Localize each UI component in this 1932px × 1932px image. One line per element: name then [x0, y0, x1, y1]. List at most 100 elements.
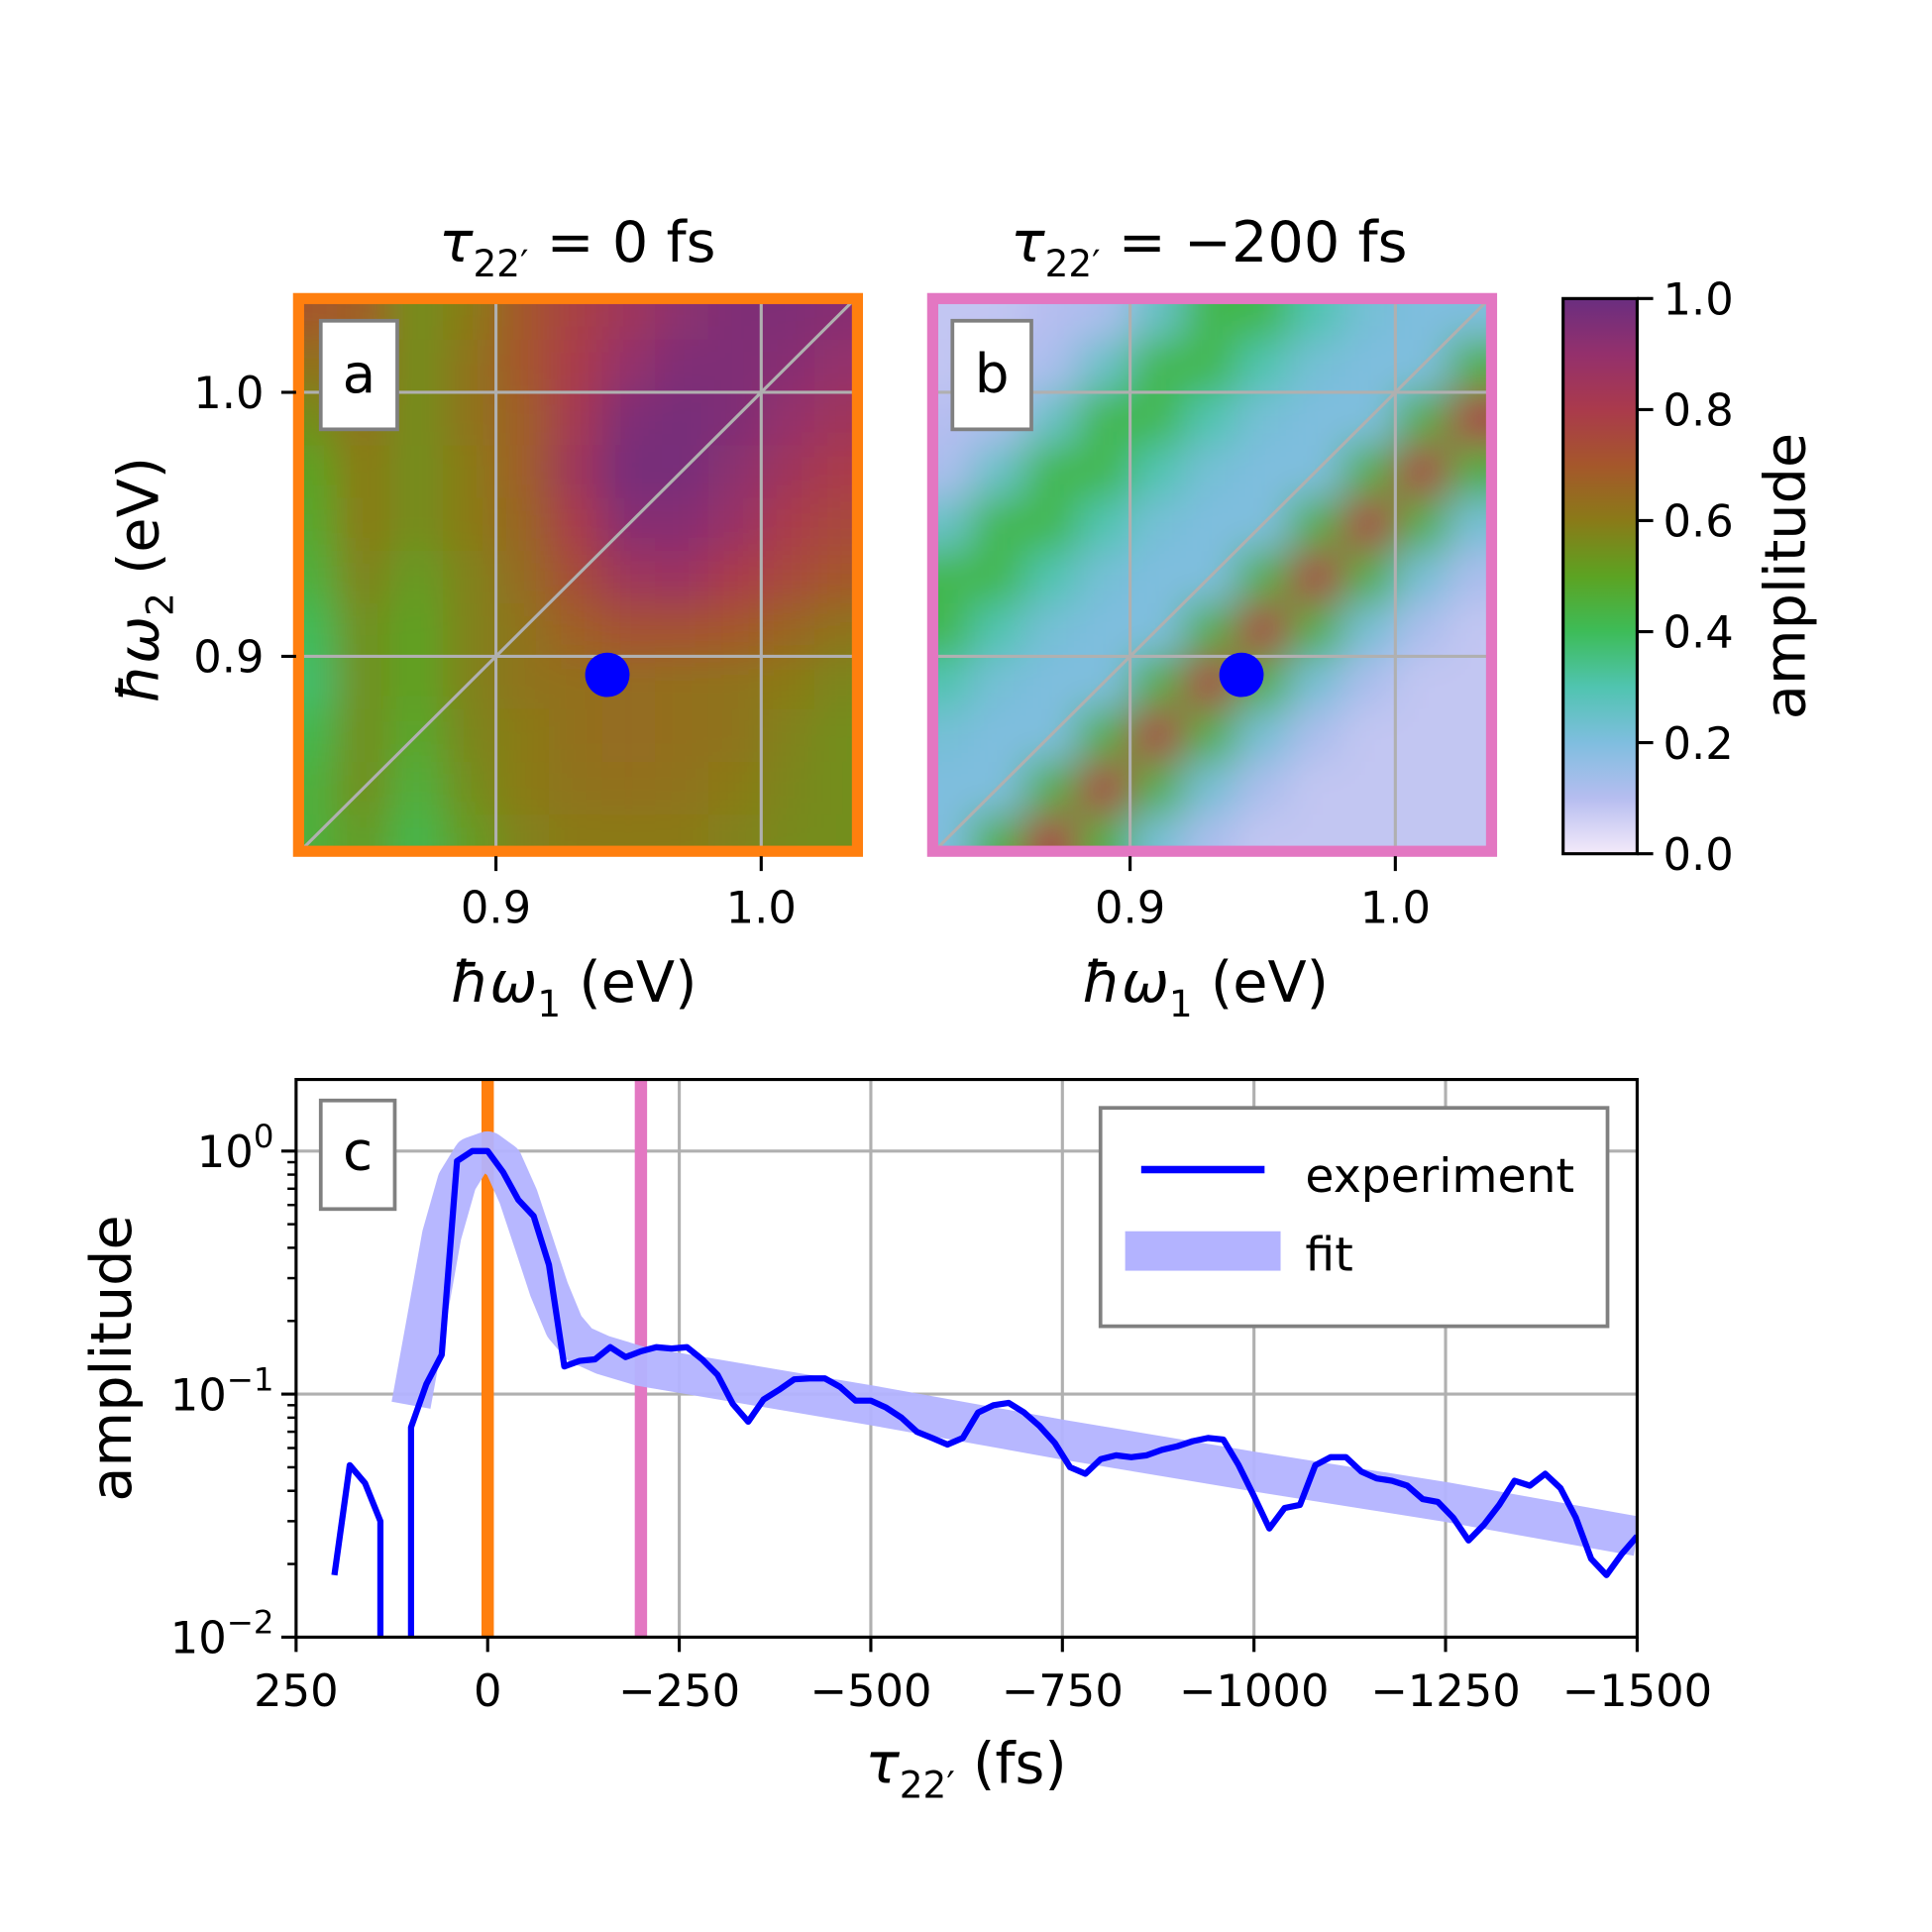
colorbar: 0.0 0.2 0.4 0.6 0.8 1.0 amplitude: [1561, 273, 1819, 881]
heatmap-cell: [970, 656, 1025, 710]
y-tick-label: 10−2: [170, 1604, 274, 1664]
heatmap-cell: [601, 762, 656, 815]
heatmap-cell: [495, 497, 550, 552]
heatmap-cell: [389, 445, 444, 499]
marker-dot: [585, 652, 630, 698]
heatmap-cell: [549, 303, 603, 341]
heatmap-cell: [389, 656, 444, 710]
heatmap-cell: [937, 550, 972, 604]
heatmap-cell: [443, 391, 497, 446]
heatmap-cell: [655, 762, 709, 815]
heatmap-cell: [1395, 391, 1449, 446]
heatmap-cell: [1235, 814, 1290, 847]
heatmap-cell: [761, 708, 815, 763]
heatmap-cell: [707, 445, 762, 499]
heatmap-cell: [655, 603, 709, 658]
heatmap-cell: [813, 550, 853, 604]
heatmap-cell: [1448, 497, 1487, 552]
heatmap-cell: [1129, 708, 1184, 763]
heatmap-cell: [1023, 603, 1078, 658]
heatmap-cell: [1077, 339, 1131, 393]
panel-a-title: τ22′ = 0 fs: [439, 209, 716, 285]
heatmap-cell: [707, 339, 762, 393]
heatmap-cell: [1183, 303, 1237, 341]
heatmap-cell: [813, 814, 853, 847]
heatmap-cell: [1077, 814, 1131, 847]
x-tick-label: −750: [1002, 1664, 1124, 1717]
heatmap-cell: [761, 497, 815, 552]
heatmap-cell: [1077, 391, 1131, 446]
heatmap-cell: [1448, 339, 1487, 393]
heatmap-cell: [1129, 339, 1184, 393]
colorbar-tick-label: 0.2: [1664, 717, 1734, 770]
heatmap-cell: [601, 814, 656, 847]
heatmap-cell: [707, 762, 762, 815]
heatmap-cell: [601, 603, 656, 658]
heatmap-cell: [655, 497, 709, 552]
heatmap-cell: [1342, 339, 1396, 393]
heatmap-cell: [937, 603, 972, 658]
heatmap-cell: [1235, 762, 1290, 815]
heatmap-cell: [1023, 656, 1078, 710]
heatmap-cell: [1342, 603, 1396, 658]
colorbar-tick-label: 1.0: [1664, 273, 1734, 326]
heatmap-cell: [1183, 497, 1237, 552]
panel-a-xlabel: ħω1 (eV): [451, 949, 698, 1025]
heatmap-cell: [495, 814, 550, 847]
heatmap-cell: [1289, 391, 1343, 446]
heatmap-cell: [1129, 762, 1184, 815]
heatmap-cell: [761, 391, 815, 446]
heatmap-cell: [655, 339, 709, 393]
heatmap-cell: [443, 497, 497, 552]
heatmap-cell: [655, 303, 709, 341]
heatmap-cell: [495, 656, 550, 710]
heatmap-cell: [1448, 603, 1487, 658]
heatmap-cell: [761, 603, 815, 658]
panel-b-xlabel: ħω1 (eV): [1082, 949, 1329, 1025]
panel-a-letter: a: [343, 342, 376, 405]
diagonal-line: [937, 303, 1487, 847]
heatmap-cell: [813, 656, 853, 710]
heatmap-cell: [761, 445, 815, 499]
heatmap-cell: [1183, 708, 1237, 763]
heatmap-cell: [761, 550, 815, 604]
colorbar-ticks: 0.0 0.2 0.4 0.6 0.8 1.0: [1637, 273, 1734, 881]
heatmap-cell: [1395, 603, 1449, 658]
marker-dot: [1219, 652, 1264, 698]
heatmap-cell: [1129, 814, 1184, 847]
heatmap-cell: [970, 603, 1025, 658]
heatmap-cell: [970, 497, 1025, 552]
heatmap-cell: [1129, 445, 1184, 499]
heatmap-cell: [1448, 550, 1487, 604]
heatmap-cell: [601, 708, 656, 763]
heatmap-cell: [1342, 445, 1396, 499]
heatmap-cell: [1448, 814, 1487, 847]
panel-b-ticks: 0.9 1.0: [1095, 856, 1431, 933]
colorbar-tick-label: 0.6: [1664, 495, 1734, 548]
heatmap-cell: [1289, 550, 1343, 604]
diagonal-line: [303, 303, 853, 847]
heatmap-cell: [1342, 708, 1396, 763]
heatmap-cell: [1129, 656, 1184, 710]
panel-c-xlabel: τ22′ (fs): [865, 1730, 1066, 1806]
heatmap-cell: [707, 550, 762, 604]
heatmap-cell: [1289, 762, 1343, 815]
heatmap-cell: [549, 603, 603, 658]
heatmap-cell: [1183, 762, 1237, 815]
panel-a: τ22′ = 0 fs 0.9 1.0 0.9 1.0 a ħω1 (eV) ħω2 …: [105, 209, 864, 1025]
x-tick-label: −250: [618, 1664, 740, 1717]
heatmap-cell: [1448, 656, 1487, 710]
heatmap-cell: [707, 708, 762, 763]
heatmap-cell: [495, 445, 550, 499]
heatmap-cell: [549, 497, 603, 552]
heatmap-cell: [1395, 814, 1449, 847]
heatmap-cell: [1023, 497, 1078, 552]
heatmap-cell: [303, 550, 338, 604]
heatmap-cell: [443, 603, 497, 658]
heatmap-cell: [1395, 303, 1449, 341]
panel-b-letter-box: [950, 318, 1033, 432]
heatmap-cell: [601, 303, 656, 341]
heatmap-cell: [1183, 391, 1237, 446]
x-tick-label: 0.9: [1095, 881, 1165, 933]
heatmap-cell: [1023, 550, 1078, 604]
